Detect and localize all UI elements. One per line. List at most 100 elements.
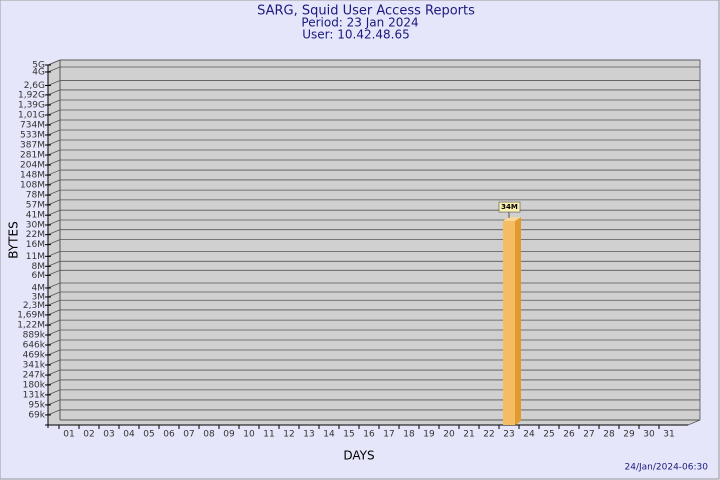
x-tick-label: 21 bbox=[463, 430, 474, 440]
grid-line bbox=[47, 99, 61, 106]
x-tick-label: 25 bbox=[543, 430, 554, 440]
y-tick-label: 734M bbox=[20, 120, 45, 130]
grid-line bbox=[47, 299, 61, 306]
x-tick-label: 02 bbox=[83, 430, 94, 440]
x-tick-label: 09 bbox=[223, 430, 235, 440]
grid-line bbox=[47, 139, 61, 146]
y-tick-label: 889k bbox=[23, 331, 46, 341]
y-tick-label: 108M bbox=[20, 180, 45, 190]
y-tick-label: 4M bbox=[32, 283, 46, 293]
y-tick-label: 1,69M bbox=[17, 310, 45, 320]
x-tick-label: 08 bbox=[203, 430, 215, 440]
grid-line bbox=[47, 282, 61, 289]
y-tick-label: 22M bbox=[26, 230, 45, 240]
bar-top bbox=[503, 217, 521, 222]
chart-subtitle: User: 10.42.48.65 bbox=[302, 28, 410, 42]
y-tick-label: 469k bbox=[23, 351, 46, 361]
grid-line bbox=[47, 89, 61, 96]
grid-line bbox=[47, 409, 61, 416]
x-tick-label: 16 bbox=[363, 430, 375, 440]
x-tick-label: 28 bbox=[603, 430, 615, 440]
footer: 24/Jan/2024-06:30 bbox=[625, 463, 709, 473]
x-tick-label: 22 bbox=[483, 430, 494, 440]
grid-line bbox=[47, 66, 61, 73]
x-tick-label: 05 bbox=[143, 430, 154, 440]
grid-line bbox=[47, 349, 61, 356]
x-tick-label: 14 bbox=[323, 430, 335, 440]
x-tick-label: 23 bbox=[503, 430, 514, 440]
x-tick-label: 31 bbox=[663, 430, 674, 440]
x-tick-label: 12 bbox=[283, 430, 294, 440]
x-tick-label: 24 bbox=[523, 430, 535, 440]
y-tick-label: 2,6G bbox=[24, 81, 45, 91]
y-tick-label: 533M bbox=[20, 131, 45, 141]
grid-line bbox=[47, 250, 61, 257]
y-tick-label: 1,39G bbox=[18, 101, 45, 111]
y-tick-label: 341k bbox=[23, 360, 46, 370]
grid-line bbox=[47, 239, 61, 245]
grid-line bbox=[47, 209, 61, 216]
y-tick-label: 69k bbox=[28, 410, 45, 420]
x-tick-label: 18 bbox=[403, 430, 415, 440]
y-axis-label: BYTES bbox=[7, 221, 21, 258]
grid-line bbox=[47, 379, 61, 386]
chart-subtitle: Period: 23 Jan 2024 bbox=[301, 16, 418, 30]
y-tick-label: 2,3M bbox=[23, 301, 45, 311]
grid-line bbox=[47, 329, 61, 336]
y-tick-label: 646k bbox=[23, 340, 46, 350]
bar bbox=[503, 221, 515, 425]
x-tick-label: 07 bbox=[183, 430, 194, 440]
y-tick-label: 6M bbox=[32, 271, 46, 281]
x-tick-label: 30 bbox=[643, 430, 655, 440]
grid-line bbox=[47, 359, 61, 366]
y-tick-label: 247k bbox=[23, 371, 46, 381]
x-tick-label: 27 bbox=[583, 430, 594, 440]
grid-line bbox=[47, 189, 61, 196]
y-tick-label: 3M bbox=[32, 292, 46, 302]
y-tick-label: 78M bbox=[26, 191, 45, 201]
grid-line bbox=[47, 169, 61, 176]
y-tick-label: 1,22M bbox=[17, 321, 45, 331]
x-tick-label: 06 bbox=[163, 430, 175, 440]
grid-line bbox=[47, 80, 61, 86]
y-tick-label: 5G bbox=[32, 61, 45, 71]
grid-line bbox=[47, 389, 61, 396]
grid-line bbox=[47, 269, 61, 276]
y-tick-label: 11M bbox=[26, 252, 45, 262]
y-tick-label: 4G bbox=[32, 67, 45, 77]
x-axis-label: DAYS bbox=[343, 449, 374, 463]
x-tick-label: 11 bbox=[263, 430, 274, 440]
grid-line bbox=[47, 399, 61, 406]
x-tick-label: 15 bbox=[343, 430, 354, 440]
x-tick-label: 19 bbox=[423, 430, 435, 440]
x-tick-label: 20 bbox=[443, 430, 455, 440]
grid-line bbox=[47, 260, 61, 267]
grid-line bbox=[47, 369, 61, 376]
x-tick-label: 04 bbox=[123, 430, 135, 440]
y-tick-label: 57M bbox=[26, 200, 45, 210]
x-tick-label: 29 bbox=[623, 430, 635, 440]
grid-line bbox=[47, 179, 61, 186]
y-tick-label: 148M bbox=[20, 171, 45, 181]
value-label: 34M bbox=[501, 203, 518, 211]
grid-line bbox=[47, 59, 61, 66]
grid-line bbox=[47, 229, 61, 236]
grid-line bbox=[47, 119, 61, 126]
grid-line bbox=[47, 309, 61, 316]
y-tick-label: 180k bbox=[23, 380, 46, 390]
y-tick-label: 387M bbox=[20, 141, 45, 151]
grid-line bbox=[47, 339, 61, 346]
chart-title: SARG, Squid User Access Reports bbox=[257, 4, 475, 19]
x-tick-label: 26 bbox=[563, 430, 575, 440]
y-tick-label: 41M bbox=[26, 211, 45, 221]
x-tick-label: 17 bbox=[383, 430, 394, 440]
y-tick-label: 1,01G bbox=[18, 111, 45, 121]
y-tick-label: 131k bbox=[23, 390, 46, 400]
y-tick-label: 8M bbox=[32, 262, 46, 272]
grid-line bbox=[47, 291, 61, 298]
grid-line bbox=[47, 199, 61, 206]
grid-line bbox=[47, 219, 61, 226]
grid-line bbox=[47, 109, 61, 116]
x-tick-label: 03 bbox=[103, 430, 114, 440]
